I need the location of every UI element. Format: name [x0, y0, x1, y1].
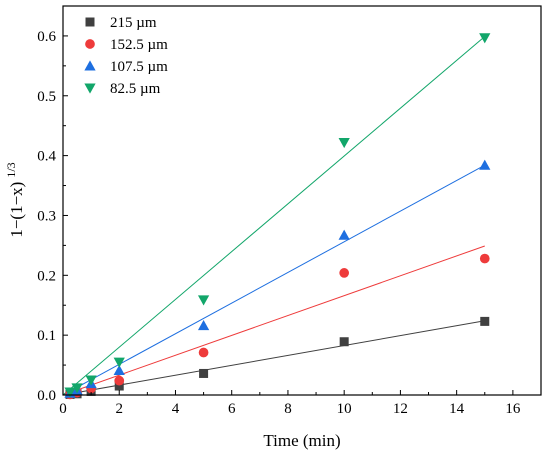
data-point [479, 253, 490, 264]
y-tick-label: 0.0 [37, 388, 56, 404]
y-axis-title-superscript: 1/3 [4, 162, 18, 177]
x-tick-label: 4 [172, 401, 180, 417]
data-point [197, 319, 210, 331]
x-tick-label: 10 [337, 401, 352, 417]
data-point [480, 316, 490, 326]
y-tick-label: 0.4 [37, 149, 56, 165]
series [64, 33, 491, 398]
legend-marker [85, 17, 95, 27]
data-point [338, 229, 350, 240]
series [65, 316, 490, 399]
y-axis-ticks: 0.0 0.1 0.2 0.3 0.4 0.5 0.6 [37, 5, 68, 404]
legend-marker [84, 83, 96, 94]
y-tick-label: 0.5 [37, 89, 56, 105]
plot-frame [62, 5, 542, 396]
x-tick-label: 16 [505, 401, 521, 417]
y-axis-title-main: 1−(1−x) [7, 182, 26, 238]
data-point [338, 137, 350, 149]
axes [62, 5, 542, 396]
fit-lines [62, 36, 486, 396]
data-point [479, 159, 491, 170]
x-axis-title: Time (min) [263, 431, 340, 450]
legend-label: 107.5 µm [110, 59, 168, 75]
legend-label: 152.5 µm [110, 37, 168, 53]
x-tick-label: 2 [115, 401, 123, 417]
fit-line [62, 164, 486, 396]
data-point [114, 381, 124, 391]
data-point [197, 295, 210, 306]
data-point [64, 387, 76, 398]
y-tick-label: 0.2 [37, 268, 56, 284]
data-point [113, 364, 125, 375]
data-points [64, 33, 491, 400]
x-tick-label: 8 [284, 401, 292, 417]
x-tick-label: 6 [228, 401, 236, 417]
data-point [85, 375, 97, 386]
y-tick-label: 0.3 [37, 208, 56, 224]
fit-line [62, 36, 486, 396]
y-tick-label: 0.1 [37, 328, 56, 344]
data-point [199, 368, 209, 378]
fit-line [62, 320, 485, 396]
data-point [71, 383, 83, 394]
fit-line [62, 245, 485, 396]
x-tick-label: 0 [59, 401, 67, 417]
y-tick-label: 0.6 [37, 29, 56, 45]
x-tick-label: 12 [393, 401, 408, 417]
data-point [339, 337, 349, 347]
x-axis-ticks: 0 2 4 6 8 10 12 14 16 [59, 390, 521, 417]
series [65, 253, 490, 400]
x-tick-label: 14 [449, 401, 465, 417]
y-axis-title: 1−(1−x) 1/3 [4, 162, 26, 237]
legend: 215 µm 152.5 µm 107.5 µm 82.5 µm [84, 15, 168, 97]
data-point [339, 268, 350, 278]
data-point [113, 357, 125, 368]
data-point [479, 33, 491, 44]
data-point [114, 375, 125, 386]
legend-label: 215 µm [110, 15, 157, 31]
legend-marker [85, 39, 95, 49]
data-point [198, 347, 209, 358]
legend-marker [84, 60, 96, 71]
legend-label: 82.5 µm [110, 81, 161, 97]
